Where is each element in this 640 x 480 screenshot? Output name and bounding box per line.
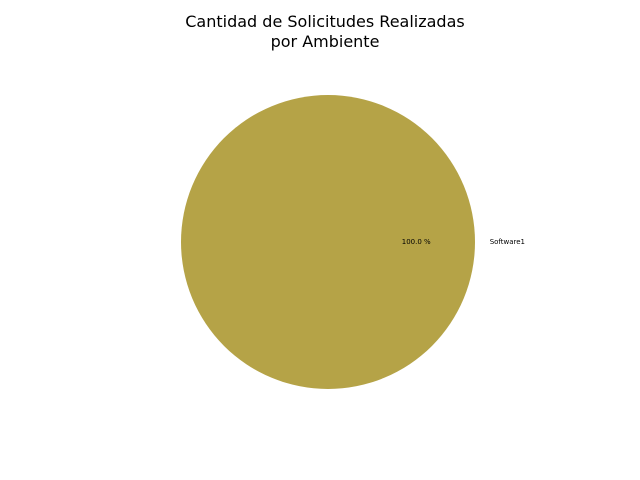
chart-title: Cantidad de Solicitudes Realizadas por A… (0, 12, 640, 52)
slice-percent-label: 100.0 % (402, 238, 431, 246)
pie-slice-software1 (181, 95, 475, 389)
slice-label: Software1 (490, 238, 525, 246)
pie-slices (181, 95, 475, 389)
chart-title-line-1: Cantidad de Solicitudes Realizadas (185, 12, 465, 31)
chart-title-line-2: por Ambiente (270, 32, 380, 51)
pie-labels: Software1 100.0 % (402, 238, 525, 246)
